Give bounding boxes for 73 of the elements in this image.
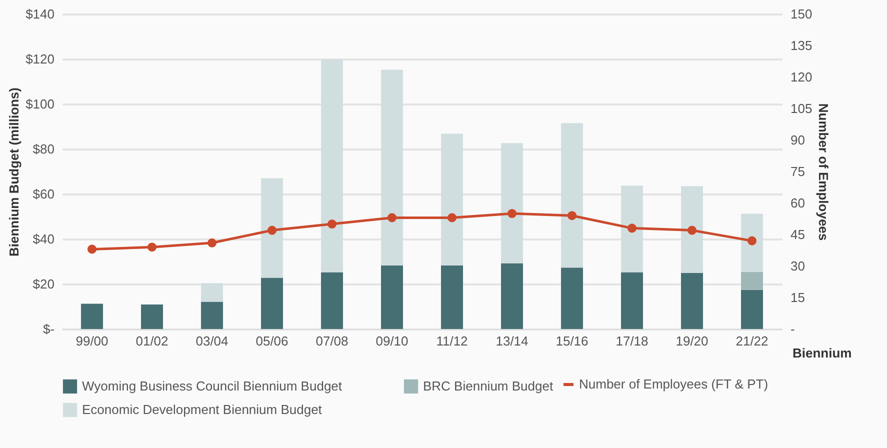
bar (81, 304, 103, 329)
y2-tick-label: 60 (790, 196, 805, 210)
x-tick-label: 19/20 (676, 334, 708, 348)
bar (741, 272, 763, 290)
legend-label: Wyoming Business Council Biennium Budget (82, 378, 342, 394)
bar (321, 272, 343, 329)
bar (201, 302, 223, 329)
x-tick-label: 03/04 (196, 334, 228, 348)
legend-label: BRC Biennium Budget (423, 378, 554, 394)
bar (201, 283, 223, 302)
x-tick-label: 15/16 (556, 334, 588, 348)
bar (381, 70, 403, 266)
bar (741, 290, 763, 329)
x-axis-title: Biennium (792, 346, 852, 360)
y-tick-label: $- (42, 322, 54, 336)
bar (681, 272, 703, 329)
point (507, 208, 517, 218)
y-tick-label: $20 (32, 276, 54, 292)
bar (621, 272, 643, 329)
point (747, 236, 757, 246)
bar (321, 59, 343, 272)
point (327, 219, 337, 229)
point (147, 242, 157, 252)
y-axis-title: Biennium Budget (millions) (6, 88, 22, 256)
x-tick-label: 01/02 (136, 334, 168, 348)
y-tick-label: $100 (26, 96, 54, 112)
y2-tick-label: 30 (790, 258, 805, 274)
bar (441, 134, 463, 266)
y2-axis-title: Number of Employees (816, 103, 832, 241)
y-tick-label: $40 (32, 232, 54, 246)
bar (681, 186, 703, 273)
bar (501, 263, 523, 329)
point (447, 213, 457, 222)
y-tick-label: $140 (26, 6, 54, 22)
y2-tick-label: - (790, 322, 795, 336)
x-tick-label: 09/10 (376, 334, 408, 348)
y2-tick-label: 90 (790, 132, 805, 148)
y2-tick-label: 75 (790, 164, 805, 179)
x-tick-label: 21/22 (736, 334, 768, 348)
bar (141, 304, 163, 329)
bar (561, 123, 583, 268)
x-tick-label: 07/08 (316, 334, 348, 348)
legend-label: Number of Employees (FT & PT) (579, 376, 768, 392)
point (687, 226, 697, 235)
y2-tick-label: 150 (790, 6, 812, 22)
point (267, 226, 277, 235)
y-tick-label: $60 (32, 186, 54, 202)
y2-tick-label: 105 (790, 101, 812, 116)
y2-tick-label: 45 (790, 227, 805, 242)
bar (441, 265, 463, 329)
x-tick-label: 05/06 (256, 334, 288, 348)
point (87, 244, 97, 254)
y2-tick-label: 120 (790, 70, 812, 84)
legend-label: Economic Development Biennium Budget (82, 402, 322, 417)
bar (741, 214, 763, 272)
y2-tick-label: 15 (790, 290, 805, 305)
point (207, 238, 217, 248)
y-tick-label: $120 (26, 52, 54, 66)
bar (561, 268, 583, 329)
x-tick-label: 13/14 (496, 334, 528, 348)
point (387, 213, 397, 222)
x-tick-label: 17/18 (616, 334, 648, 348)
bar (501, 143, 523, 264)
point (567, 211, 577, 220)
bar (381, 265, 403, 329)
bar (261, 178, 283, 278)
x-tick-label: 11/12 (436, 334, 468, 348)
y2-tick-label: 135 (790, 38, 812, 53)
bar (261, 278, 283, 329)
x-tick-label: 99/00 (76, 334, 108, 348)
point (627, 224, 637, 233)
bar (621, 186, 643, 272)
y-tick-label: $80 (32, 142, 54, 156)
